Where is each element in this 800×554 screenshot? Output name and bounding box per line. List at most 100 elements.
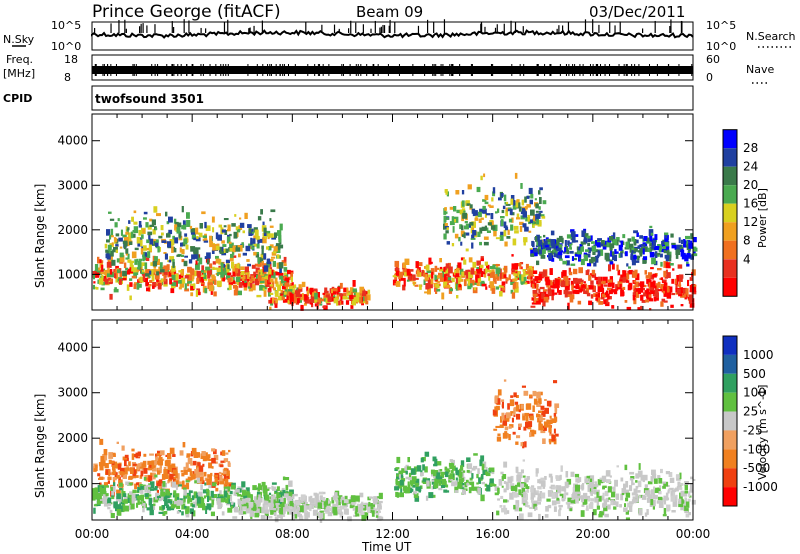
echo-pixel [226,475,230,479]
echo-pixel [204,221,207,229]
echo-pixel [183,238,188,245]
echo-pixel [512,271,517,274]
echo-pixel [270,209,276,213]
echo-pixel [491,288,496,294]
echo-pixel [221,240,225,244]
echo-pixel [269,258,274,262]
echo-pixel [516,413,521,420]
colorbar-segment [723,259,737,278]
echo-pixel [562,270,567,277]
echo-pixel [499,424,504,428]
echo-pixel [595,294,598,297]
echo-pixel [107,267,110,274]
echo-pixel [156,280,162,283]
echo-pixel [478,218,482,223]
echo-pixel [509,492,514,500]
echo-pixel [125,248,129,254]
echo-pixel [97,473,101,477]
echo-pixel [571,284,574,291]
echo-pixel [228,241,232,244]
echo-pixel [602,244,607,249]
echo-pixel [408,477,412,481]
echo-pixel [229,257,234,262]
echo-pixel [278,494,281,499]
echo-pixel [134,483,138,490]
echo-pixel [263,285,267,290]
echo-pixel [222,275,225,282]
echo-pixel [551,434,556,442]
echo-pixel [670,304,674,308]
echo-pixel [589,478,593,484]
echo-pixel [309,502,314,509]
echo-pixel [511,268,514,271]
echo-pixel [587,485,590,492]
echo-pixel [243,282,248,288]
echo-pixel [555,500,561,504]
echo-pixel [205,266,210,271]
echo-pixel [167,453,172,460]
echo-pixel [596,498,599,506]
echo-pixel [601,292,607,298]
echo-pixel [597,250,601,257]
echo-pixel [201,503,205,506]
echo-pixel [625,517,630,521]
echo-pixel [254,512,260,518]
echo-pixel [152,475,156,480]
echo-pixel [582,287,585,292]
echo-pixel [156,495,161,499]
echo-pixel [582,499,587,505]
echo-pixel [513,225,519,230]
echo-pixel [536,391,541,399]
echo-pixel [134,259,138,265]
echo-pixel [567,302,570,310]
echo-pixel [477,211,482,218]
echo-pixel [149,270,152,275]
echo-pixel [326,498,329,501]
echo-pixel [444,266,447,271]
echo-pixel [689,290,693,293]
echo-pixel [151,274,155,282]
echo-pixel [272,297,278,300]
echo-pixel [603,295,607,298]
echo-pixel [268,276,271,283]
echo-pixel [647,237,650,243]
echo-pixel [616,264,619,271]
echo-pixel [288,286,293,290]
echo-pixel [545,279,551,286]
echo-pixel [608,497,611,500]
echo-pixel [549,280,553,286]
echo-pixel [174,224,178,231]
echo-pixel [407,481,410,486]
echo-pixel [263,500,267,507]
echo-pixel [141,273,147,276]
echo-pixel [159,506,164,511]
echo-pixel [142,506,145,513]
colorbar-segment [723,129,737,149]
echo-pixel [351,298,356,306]
echo-pixel [278,262,284,269]
echo-pixel [433,463,438,467]
echo-pixel [444,466,448,471]
echo-pixel [620,251,624,254]
echo-pixel [134,247,139,251]
echo-pixel [534,490,539,495]
echo-pixel [657,496,663,501]
echo-pixel [513,286,519,293]
echo-pixel [289,501,293,507]
echo-pixel [166,264,170,270]
echo-pixel [122,456,127,461]
echo-pixel [590,498,595,502]
echo-pixel [190,284,195,291]
echo-pixel [448,474,451,477]
echo-pixel [529,432,532,438]
echo-pixel [529,506,534,509]
echo-pixel [109,293,113,300]
echo-pixel [189,490,193,494]
echo-pixel [609,243,613,251]
echo-pixel [464,221,468,224]
echo-pixel [267,266,271,271]
echo-pixel [588,497,591,502]
echo-pixel [532,293,538,296]
echo-pixel [620,240,623,247]
